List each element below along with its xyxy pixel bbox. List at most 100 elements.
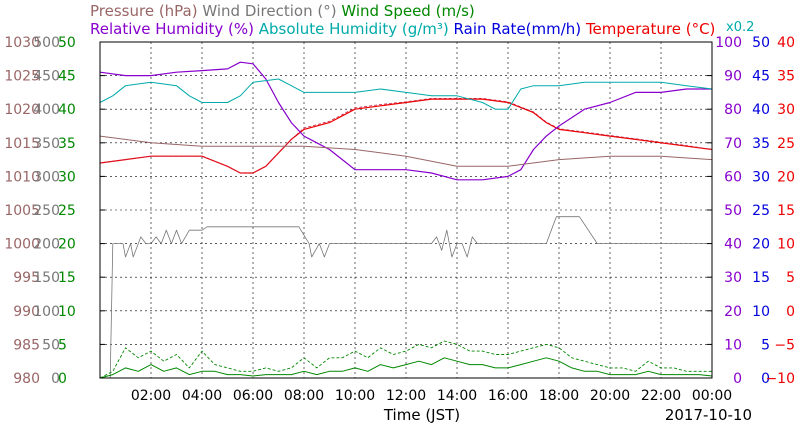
axis-tick-rain: 45 xyxy=(752,69,770,85)
axis-tick-wind_speed: 20 xyxy=(58,237,76,253)
x-axis-label: Time (JST) xyxy=(383,406,460,424)
legend-entry: Relative Humidity (%) xyxy=(90,20,254,38)
legend: Pressure (hPa) Wind Direction (°) Wind S… xyxy=(90,2,754,38)
legend-entry: Temperature (°C) xyxy=(581,20,715,38)
axis-tick-rh: 30 xyxy=(724,270,742,286)
legend-row: Relative Humidity (%) Absolute Humidity … xyxy=(90,20,715,38)
axis-tick-rain: 35 xyxy=(752,136,770,152)
axis-tick-wind_dir: 350 xyxy=(33,136,60,152)
legend-entry: Wind Direction (°) xyxy=(198,2,337,20)
axis-tick-rain: 15 xyxy=(752,270,770,286)
axis-tick-rain: 10 xyxy=(752,304,770,320)
axis-tick-pressure: 1010 xyxy=(4,169,40,185)
axis-tick-rain: 40 xyxy=(752,102,770,118)
axis-tick-wind_speed: 15 xyxy=(58,270,76,286)
axis-tick-wind_speed: 45 xyxy=(58,69,76,85)
axis-tick-wind_speed: 0 xyxy=(58,371,67,387)
series-line-wind_gust xyxy=(99,340,712,379)
axis-tick-pressure: 995 xyxy=(13,270,40,286)
series-line-temp_dashed xyxy=(99,98,713,174)
axis-tick-pressure: 985 xyxy=(13,337,40,353)
axis-tick-rh: 40 xyxy=(724,237,742,253)
axis-tick-temp: 25 xyxy=(777,136,795,152)
x-tick-label: 14:00 xyxy=(437,388,477,404)
series-line-ah xyxy=(99,78,713,110)
x-tick-label: 18:00 xyxy=(539,388,579,404)
x-tick-label: 20:00 xyxy=(590,388,630,404)
x-tick-label: 10:00 xyxy=(335,388,375,404)
axis-tick-rh: 60 xyxy=(724,169,742,185)
legend-entry: Pressure (hPa) xyxy=(90,2,198,20)
axis-tick-wind_speed: 35 xyxy=(58,136,76,152)
axis-tick-rain: 0 xyxy=(761,371,770,387)
axis-tick-rain: 5 xyxy=(761,337,770,353)
legend-entry: Rain Rate(mm/h) xyxy=(449,20,581,38)
axis-tick-pressure: 1000 xyxy=(4,237,40,253)
axis-tick-temp: 10 xyxy=(777,237,795,253)
date-label: 2017-10-10 xyxy=(665,406,752,424)
axis-tick-wind_speed: 5 xyxy=(58,337,67,353)
axis-tick-temp: 30 xyxy=(777,102,795,118)
series-line-wind_speed xyxy=(99,357,713,379)
series-line-pressure xyxy=(99,135,713,167)
x-tick-label: 02:00 xyxy=(131,388,171,404)
series-group xyxy=(99,61,713,379)
axis-tick-pressure: 1020 xyxy=(4,102,40,118)
axis-tick-wind_speed: 30 xyxy=(58,169,76,185)
legend-row: Pressure (hPa) Wind Direction (°) Wind S… xyxy=(90,2,475,20)
axis-tick-wind_speed: 50 xyxy=(58,35,76,51)
x-tick-label: 00:00 xyxy=(692,388,732,404)
axis-tick-pressure: 1015 xyxy=(4,136,40,152)
axis-tick-rh: 10 xyxy=(724,337,742,353)
series-line-temp xyxy=(99,98,713,174)
axis-tick-wind_speed: 25 xyxy=(58,203,76,219)
axis-tick-rain: 20 xyxy=(752,237,770,253)
ah-scale-note: x0.2 xyxy=(726,20,754,35)
axis-tick-wind_speed: 10 xyxy=(58,304,76,320)
x-tick-label: 06:00 xyxy=(233,388,273,404)
axis-tick-rh: 70 xyxy=(724,136,742,152)
axis-tick-pressure: 1005 xyxy=(4,203,40,219)
axis-tick-rh: 80 xyxy=(724,102,742,118)
x-tick-label: 22:00 xyxy=(641,388,681,404)
axis-tick-temp: 15 xyxy=(777,203,795,219)
axis-tick-wind_dir: 250 xyxy=(33,203,60,219)
axis-tick-wind_dir: 150 xyxy=(33,270,60,286)
axis-tick-wind_dir: 50 xyxy=(42,337,60,353)
axis-tick-pressure: 980 xyxy=(13,371,40,387)
axis-tick-temp: 20 xyxy=(777,169,795,185)
axis-tick-temp: 40 xyxy=(777,35,795,51)
axis-tick-wind_dir: 200 xyxy=(33,237,60,253)
axis-tick-pressure: 1025 xyxy=(4,69,40,85)
axis-tick-wind_dir: 300 xyxy=(33,169,60,185)
axis-tick-wind_dir: 100 xyxy=(33,304,60,320)
axis-tick-rain: 30 xyxy=(752,169,770,185)
legend-entry: Wind Speed (m/s) xyxy=(337,2,475,20)
axis-tick-rh: 100 xyxy=(715,35,742,51)
axis-tick-rain: 25 xyxy=(752,203,770,219)
axis-tick-temp: −10 xyxy=(765,371,795,387)
axis-tick-temp: −5 xyxy=(774,337,795,353)
axis-tick-temp: 5 xyxy=(786,270,795,286)
axis-tick-wind_dir: 450 xyxy=(33,69,60,85)
axis-tick-rh: 20 xyxy=(724,304,742,320)
series-line-wind_dir xyxy=(109,216,712,379)
axis-tick-pressure: 1030 xyxy=(4,35,40,51)
x-tick-label: 08:00 xyxy=(284,388,324,404)
axis-tick-wind_speed: 40 xyxy=(58,102,76,118)
axis-tick-wind_dir: 400 xyxy=(33,102,60,118)
x-tick-label: 04:00 xyxy=(182,388,222,404)
axis-tick-wind_dir: 0 xyxy=(51,371,60,387)
axis-tick-rh: 50 xyxy=(724,203,742,219)
x-tick-label: 16:00 xyxy=(488,388,528,404)
x-tick-label: 12:00 xyxy=(386,388,426,404)
axis-tick-temp: 0 xyxy=(786,304,795,320)
legend-entry: Absolute Humidity (g/m³) xyxy=(254,20,449,38)
axis-tick-rh: 0 xyxy=(733,371,742,387)
axis-tick-pressure: 990 xyxy=(13,304,40,320)
axis-tick-temp: 35 xyxy=(777,69,795,85)
axis-tick-rh: 90 xyxy=(724,69,742,85)
axis-tick-rain: 50 xyxy=(752,35,770,51)
axis-tick-wind_dir: 500 xyxy=(33,35,60,51)
